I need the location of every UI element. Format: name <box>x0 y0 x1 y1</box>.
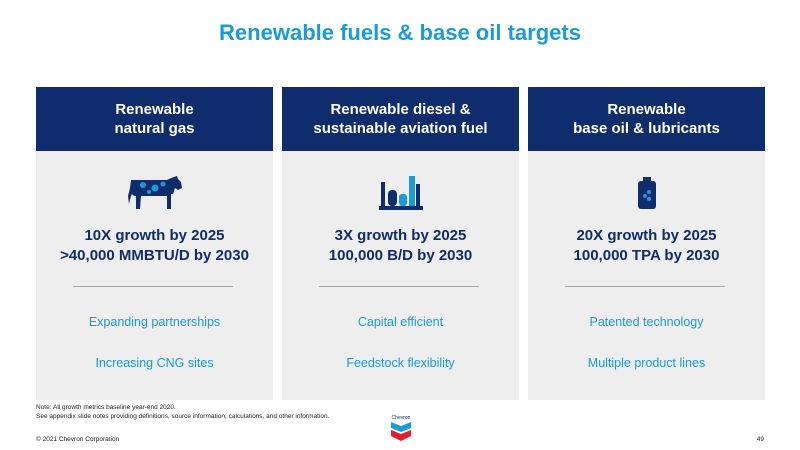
benefit-item: Feedstock flexibility <box>346 356 455 370</box>
column-renewable-natural-gas: Renewable natural gas 10X growth by 2025… <box>36 87 273 400</box>
divider <box>319 286 479 287</box>
benefit-item: Expanding partnerships <box>88 315 221 329</box>
target-line-1: 10X growth by 2025 <box>84 227 225 244</box>
target-line-2: 100,000 B/D by 2030 <box>328 247 473 264</box>
heading-line-2: sustainable aviation fuel <box>313 120 488 137</box>
logo-text: Chevron <box>392 415 411 421</box>
growth-targets: 3X growth by 2025 100,000 B/D by 2030 <box>282 226 519 266</box>
column-heading: Renewable natural gas <box>36 87 273 151</box>
benefit-item: Capital efficient <box>357 315 444 329</box>
heading-line-2: base oil & lubricants <box>573 120 720 137</box>
page-number: 49 <box>756 436 764 443</box>
divider <box>73 286 233 287</box>
footnote-line-1: Note: All growth metrics baseline year-e… <box>36 404 176 411</box>
column-renewable-diesel-saf: Renewable diesel & sustainable aviation … <box>282 87 519 400</box>
chevron-logo: Chevron <box>391 415 411 441</box>
footnote-line-2: See appendix slide notes providing defin… <box>36 412 330 420</box>
cow-icon <box>127 176 182 209</box>
column-renewable-base-oil: Renewable base oil & lubricants 20X grow… <box>528 87 765 400</box>
benefit-item: Multiple product lines <box>587 356 706 370</box>
column-heading: Renewable base oil & lubricants <box>528 87 765 151</box>
benefit-item: Increasing CNG sites <box>95 356 214 370</box>
target-line-1: 20X growth by 2025 <box>576 227 717 244</box>
heading-line-1: Renewable <box>607 101 686 118</box>
target-line-2: >40,000 MMBTU/D by 2030 <box>60 247 249 264</box>
growth-targets: 20X growth by 2025 100,000 TPA by 2030 <box>528 226 765 266</box>
oil-jug-icon <box>637 177 656 209</box>
copyright: © 2021 Chevron Corporation <box>36 436 120 443</box>
benefit-item: Patented technology <box>589 315 704 329</box>
target-line-2: 100,000 TPA by 2030 <box>573 247 720 264</box>
footnote: Note: All growth metrics baseline year-e… <box>36 404 329 421</box>
divider <box>565 286 725 287</box>
target-columns: Renewable natural gas 10X growth by 2025… <box>36 87 765 400</box>
heading-line-1: Renewable <box>115 101 194 118</box>
target-line-1: 3X growth by 2025 <box>334 227 467 244</box>
slide-title: Renewable fuels & base oil targets <box>219 20 581 45</box>
heading-line-1: Renewable diesel & <box>330 101 471 118</box>
refinery-icon <box>378 176 423 210</box>
heading-line-2: natural gas <box>114 120 195 137</box>
growth-targets: 10X growth by 2025 >40,000 MMBTU/D by 20… <box>36 226 273 266</box>
column-heading: Renewable diesel & sustainable aviation … <box>282 87 519 151</box>
